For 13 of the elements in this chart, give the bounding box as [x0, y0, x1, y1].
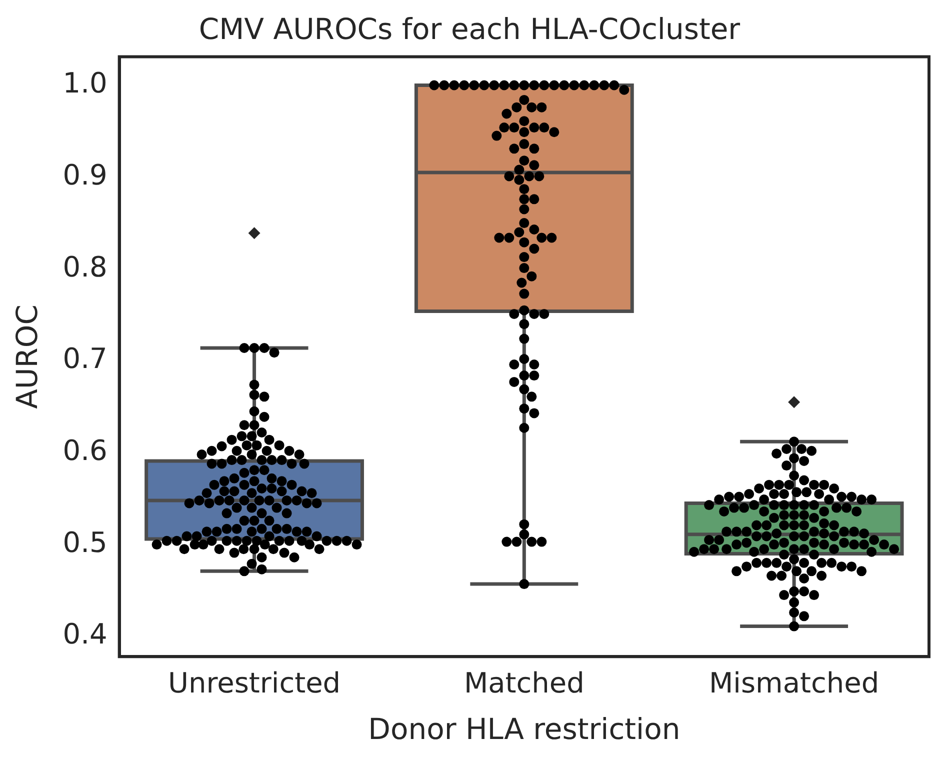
x-tick-label: Matched — [464, 666, 584, 700]
y-tick-label: 0.5 — [62, 526, 108, 559]
y-axis-title: AUROC — [10, 304, 44, 409]
y-tick-label: 0.7 — [62, 342, 108, 376]
x-axis-title: Donor HLA restriction — [368, 712, 680, 746]
y-tick-label: 1.0 — [62, 66, 108, 100]
y-tick-label: 0.4 — [62, 618, 108, 651]
y-tick-label: 0.6 — [62, 434, 108, 467]
chart-title: CMV AUROCs for each HLA-COcluster — [198, 12, 740, 46]
y-tick-label: 0.9 — [62, 158, 108, 192]
x-tick-label: Unrestricted — [168, 666, 341, 700]
x-tick-label: Mismatched — [709, 666, 880, 700]
y-tick-label: 0.8 — [62, 250, 108, 284]
